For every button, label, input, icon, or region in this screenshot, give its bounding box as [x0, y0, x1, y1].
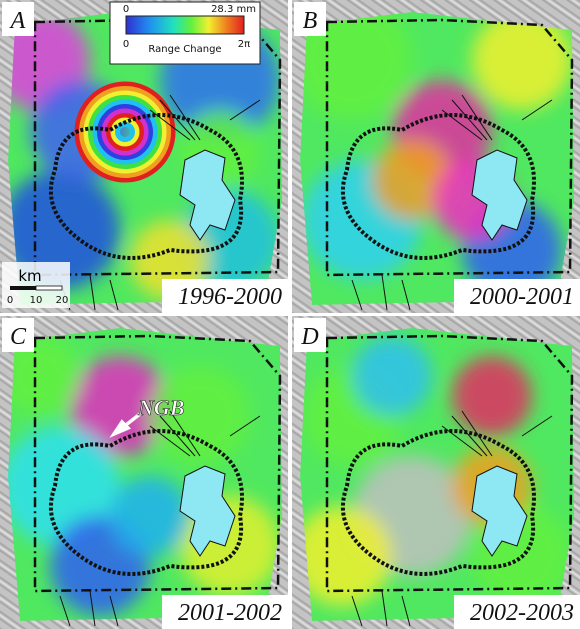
blob [8, 336, 80, 416]
lake [179, 465, 236, 557]
blob [352, 336, 432, 416]
colorbar [125, 15, 245, 35]
interferogram [8, 12, 282, 305]
blob [452, 356, 532, 436]
blob [8, 170, 120, 290]
colorbar-label: 2π [238, 39, 250, 50]
colorbar-label: 28.3 mm [211, 4, 256, 15]
letter-box [294, 2, 326, 36]
blob [8, 426, 120, 546]
letter-box [2, 318, 34, 352]
letter-box [2, 2, 34, 36]
fringe [106, 113, 144, 151]
fringe [97, 104, 153, 160]
panel: B 2000-2001 [292, 0, 580, 313]
park-boundary [33, 334, 282, 593]
blob [150, 366, 250, 466]
scale-tick: 10 [30, 295, 43, 306]
colorbar-title: Range Change [148, 44, 221, 55]
panel-period: 2002-2003 [470, 600, 574, 626]
interferogram [300, 12, 574, 305]
park-boundary [325, 334, 574, 593]
blobs [300, 12, 572, 300]
fringe [101, 108, 149, 156]
panel: C 2001-2002 [0, 316, 288, 629]
period-box [162, 279, 288, 313]
panel-image [292, 0, 580, 313]
scale-unit: km [18, 267, 41, 285]
fringe [92, 99, 158, 165]
blob [110, 476, 190, 556]
panel-image [0, 316, 288, 629]
scale-bar [35, 285, 63, 291]
panel-period: 2001-2002 [178, 600, 282, 626]
fringe [88, 95, 162, 169]
letter-box [294, 318, 326, 352]
blob [300, 506, 392, 606]
panel-period: 2000-2001 [470, 284, 574, 310]
panel-image [292, 316, 580, 629]
panel-period: 1996-2000 [178, 284, 282, 310]
annotation: NGB [137, 395, 184, 420]
period-box [454, 595, 580, 629]
fringe [110, 117, 140, 147]
colorbar-label: 0 [123, 4, 129, 15]
scale-tick: 20 [56, 295, 69, 306]
scale-box [2, 262, 70, 308]
panel: D 2002-2003 [292, 316, 580, 629]
scale-tick: 0 [7, 295, 13, 306]
lake [471, 465, 528, 557]
lake [471, 149, 528, 241]
period-box [162, 595, 288, 629]
arrow [109, 412, 142, 438]
park-boundary [325, 18, 574, 277]
colorbar-label: 0 [123, 39, 129, 50]
panel-letter: B [303, 8, 318, 34]
panel-letter: C [10, 324, 27, 350]
panel-letter: A [9, 8, 26, 34]
period-box [454, 279, 580, 313]
fringe [83, 90, 167, 174]
scale-bar [10, 286, 36, 290]
lake [179, 149, 236, 241]
panel-letter: D [300, 324, 318, 350]
blob [472, 12, 572, 110]
